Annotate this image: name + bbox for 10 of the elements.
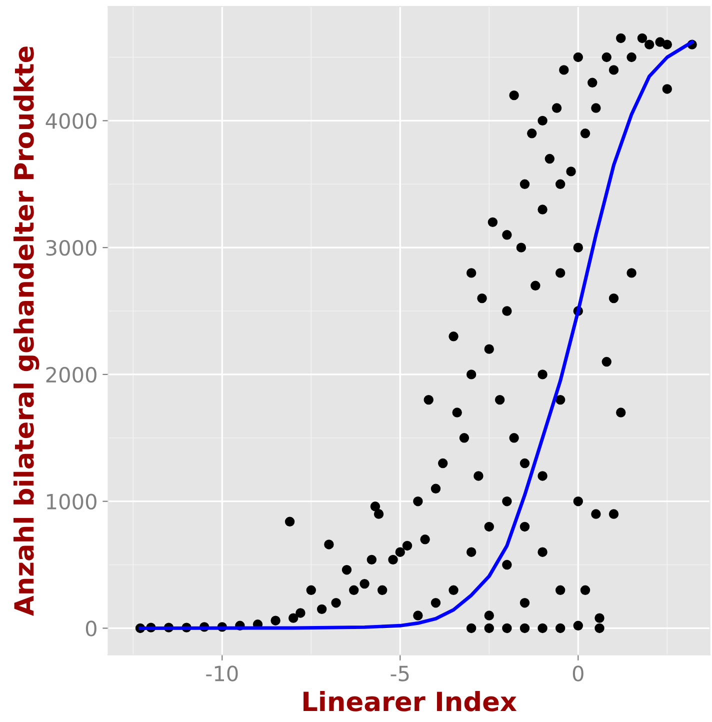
y-tick-label: 3000: [46, 240, 96, 256]
x-tick-label: 0: [572, 666, 584, 682]
x-tick-label: -5: [390, 666, 409, 682]
y-tick-label: 4000: [46, 113, 96, 129]
y-axis-title: Anzahl bilateral gehandelter Proudkte: [13, 46, 40, 616]
y-tick-label: 0: [86, 620, 96, 636]
y-tick-label: 1000: [47, 494, 96, 510]
y-tick-label: 2000: [46, 366, 96, 383]
x-tick-label: -10: [206, 666, 238, 682]
x-axis-title: Linearer Index: [304, 690, 517, 712]
